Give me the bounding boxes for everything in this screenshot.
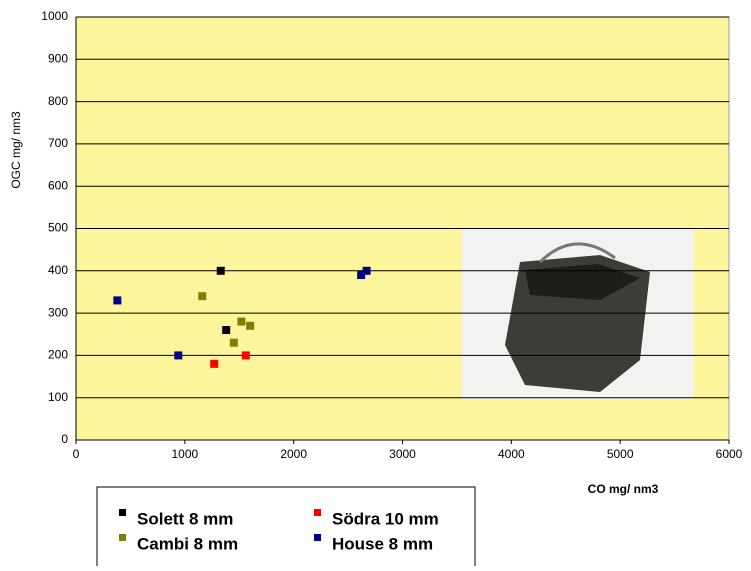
y-tick-label: 600: [48, 178, 68, 192]
point: [242, 351, 250, 359]
legend-marker: [119, 534, 126, 541]
legend-marker: [314, 509, 321, 516]
y-tick-label: 300: [48, 305, 68, 319]
x-tick-label: 1000: [171, 447, 198, 461]
legend-label: Södra 10 mm: [332, 509, 439, 528]
point: [113, 296, 121, 304]
x-tick-label: 0: [73, 447, 80, 461]
x-axis-label: CO mg/ nm3: [588, 482, 659, 496]
x-tick-label: 2000: [280, 447, 307, 461]
point: [246, 322, 254, 330]
y-tick-label: 200: [48, 348, 68, 362]
point: [217, 267, 225, 275]
point: [198, 292, 206, 300]
point: [230, 339, 238, 347]
y-tick-label: 100: [48, 390, 68, 404]
legend-label: Cambi 8 mm: [137, 534, 238, 553]
y-tick-label: 400: [48, 263, 68, 277]
y-tick-label: 900: [48, 51, 68, 65]
y-tick-label: 700: [48, 136, 68, 150]
legend-label: Solett 8 mm: [137, 509, 233, 528]
legend-label: House 8 mm: [332, 534, 433, 553]
x-tick-label: 6000: [716, 447, 743, 461]
legend-marker: [314, 534, 321, 541]
point: [237, 318, 245, 326]
point: [363, 267, 371, 275]
legend-marker: [119, 509, 126, 516]
y-tick-label: 0: [61, 432, 68, 446]
chart: OGC mg/ nm3 CO mg/ nm3 0 100 200 300 400 500 6…: [0, 0, 751, 566]
x-tick-label: 4000: [498, 447, 525, 461]
y-axis-label: OGC mg/ nm3: [9, 111, 23, 189]
point: [222, 326, 230, 334]
y-tick-label: 500: [48, 221, 68, 235]
x-tick-label: 5000: [607, 447, 634, 461]
point: [210, 360, 218, 368]
x-tick-label: 3000: [389, 447, 416, 461]
y-tick-label: 800: [48, 94, 68, 108]
y-tick-label: 1000: [41, 9, 68, 23]
point: [174, 351, 182, 359]
